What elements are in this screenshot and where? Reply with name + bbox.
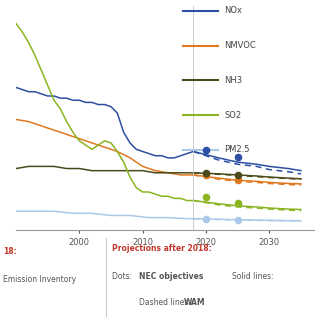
Text: 18:: 18:: [3, 246, 17, 256]
Point: [204, 171, 209, 176]
Text: Projections after 2018:: Projections after 2018:: [112, 244, 212, 253]
Text: NOx: NOx: [224, 6, 242, 15]
Text: NH3: NH3: [224, 76, 243, 85]
Text: Dashed lines:: Dashed lines:: [139, 298, 194, 308]
Point: [235, 177, 240, 182]
Point: [235, 173, 240, 178]
Text: NEC objectives: NEC objectives: [139, 272, 204, 282]
Text: Emission Inventory: Emission Inventory: [3, 275, 76, 284]
Point: [235, 217, 240, 222]
Point: [235, 154, 240, 159]
Text: SO2: SO2: [224, 110, 242, 120]
Text: PM2.5: PM2.5: [224, 145, 250, 154]
Text: NMVOC: NMVOC: [224, 41, 256, 50]
Point: [204, 195, 209, 200]
Point: [204, 217, 209, 222]
Point: [204, 173, 209, 178]
Text: Solid lines:: Solid lines:: [232, 272, 274, 282]
Point: [235, 200, 240, 205]
Text: WAM: WAM: [184, 298, 206, 308]
Text: Dots:: Dots:: [112, 272, 134, 282]
Point: [204, 148, 209, 153]
